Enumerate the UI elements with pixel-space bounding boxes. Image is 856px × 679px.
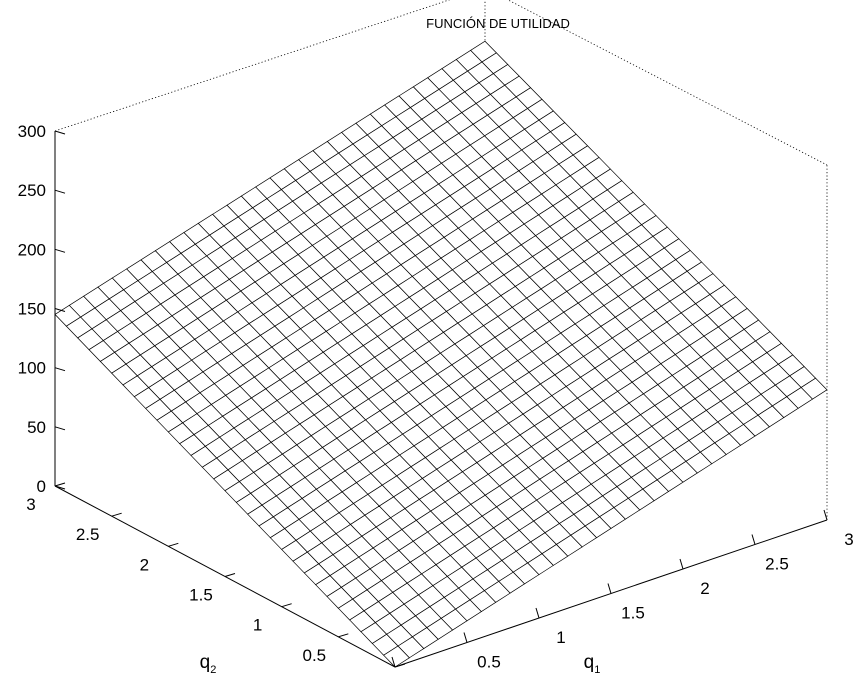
z-axis-tick [54, 189, 66, 194]
x-tick-label: 0.5 [477, 653, 501, 672]
z-tick-label: 50 [27, 418, 46, 437]
x-tick-label: 2 [700, 579, 709, 598]
y-axis-tick [168, 542, 179, 547]
x-tick-label: 1.5 [621, 604, 645, 623]
z-axis-tick [54, 367, 66, 372]
x-tick-label: 0 [412, 677, 421, 679]
x-tick-label: 1 [556, 628, 565, 647]
y-axis-tick [281, 603, 292, 608]
y-axis-label-text: q [200, 652, 211, 673]
y-tick-label: 0 [366, 676, 375, 679]
x-axis-label: q1 [584, 652, 601, 676]
y-tick-label: 2.5 [76, 525, 100, 544]
z-axis-tick [54, 426, 66, 431]
x-axis-tick [607, 583, 612, 594]
y-axis-tick [111, 512, 122, 517]
y-tick-label: 1.5 [189, 586, 213, 605]
z-tick-label: 0 [37, 477, 46, 496]
x-axis-label-subscript: 1 [594, 664, 600, 676]
x-tick-label: 3 [844, 530, 853, 549]
back-box-edge [54, 0, 451, 132]
surface-mesh [54, 40, 828, 668]
y-axis-tick [224, 573, 236, 577]
y-tick-label: 0.5 [303, 646, 327, 665]
x-axis-tick [535, 607, 540, 619]
x-axis-tick [751, 534, 756, 545]
y-axis-label: q2 [200, 652, 217, 676]
y-tick-label: 3 [26, 495, 35, 514]
axes: 00.511.522.5300.511.522.5305010015020025… [18, 122, 854, 679]
z-tick-label: 200 [18, 240, 46, 259]
y-tick-label: 2 [140, 555, 149, 574]
y-axis-tick [54, 482, 66, 487]
y-axis-tick [394, 663, 406, 668]
z-axis-tick [54, 248, 66, 253]
z-axis-tick [54, 130, 66, 135]
y-axis-label-subscript: 2 [210, 664, 216, 676]
x-axis-tick [463, 632, 468, 643]
surface-cell [800, 377, 828, 400]
z-axis-tick [54, 308, 66, 312]
z-axis-tick [54, 485, 66, 490]
z-tick-label: 250 [18, 181, 46, 200]
y-axis-tick [338, 633, 349, 638]
y-tick-label: 1 [253, 616, 262, 635]
x-axis-label-text: q [584, 652, 595, 673]
x-axis-tick [823, 509, 828, 521]
z-tick-label: 300 [18, 122, 46, 141]
chart-title: FUNCIÓN DE UTILIDAD [426, 16, 570, 31]
x-axis-tick [391, 656, 396, 668]
z-tick-label: 150 [18, 300, 46, 319]
z-tick-label: 100 [18, 359, 46, 378]
x-axis-tick [679, 558, 684, 570]
x-tick-label: 2.5 [765, 555, 789, 574]
